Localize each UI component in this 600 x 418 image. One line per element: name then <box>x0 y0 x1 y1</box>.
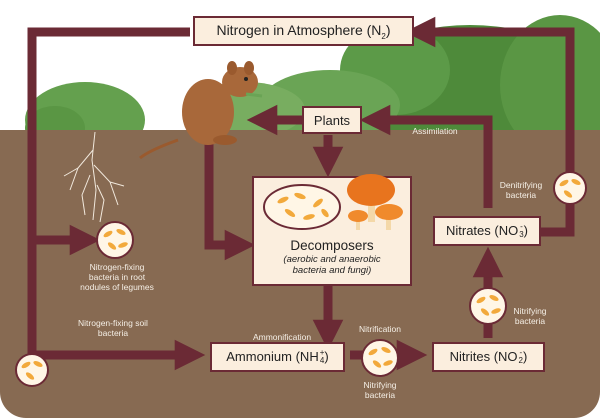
atmosphere-label: Nitrogen in Atmosphere (N <box>216 21 382 38</box>
decomposer-bacteria-cluster <box>263 184 341 230</box>
decomposer-bacteria <box>277 192 329 220</box>
ammonium-sup: + <box>319 348 325 358</box>
arrow-atmosphere-to-ammonium <box>27 27 206 371</box>
denitrifying-label: Denitrifying bacteria <box>499 180 543 200</box>
mushroom-icon <box>347 174 403 230</box>
decomposers-text: Decomposers (aerobic and anaerobic bacte… <box>258 238 406 276</box>
nitrification-label: Nitrification <box>358 324 402 334</box>
nitrites-box: Nitrites (NO -2) <box>432 342 545 372</box>
root-nodules-label: Nitrogen-fixing bacteria in root nodules… <box>80 262 154 292</box>
arrow-animal-to-decomposers <box>204 132 256 261</box>
plants-label: Plants <box>313 112 351 128</box>
nitrates-label: Nitrates (NO <box>445 222 519 238</box>
ammonium-close: ) <box>324 348 329 364</box>
nitrites-close: ) <box>523 348 528 364</box>
ammonium-label: Ammonium (NH <box>226 348 319 364</box>
atmosphere-box: Nitrogen in Atmosphere (N2) <box>193 16 414 46</box>
bacteria-nitrifying-bottom-icon <box>361 339 399 377</box>
atmosphere-sub: 2 <box>381 31 386 41</box>
legume-roots <box>63 131 125 223</box>
ammonification-label: Ammonification <box>252 332 312 342</box>
nitrites-sub: 2 <box>518 356 523 366</box>
nitrites-sup: - <box>519 348 523 358</box>
bacteria-nitrifying-right-icon <box>469 287 507 325</box>
atmosphere-close: ) <box>385 21 391 38</box>
nitrifying-right-label: Nitrifying bacteria <box>513 306 547 326</box>
arrow-assimilation <box>359 104 493 208</box>
assimilation-label: Assimilation <box>412 126 458 136</box>
bacteria-soil-icon <box>15 353 49 387</box>
ammonium-sub: 4 <box>319 356 325 366</box>
nitrates-close: ) <box>523 222 529 238</box>
nitrifying-bottom-label: Nitrifying bacteria <box>363 380 397 400</box>
plants-box: Plants <box>302 106 362 134</box>
decomposers-detail: (aerobic and anaerobic bacteria and fung… <box>283 254 381 276</box>
nitrates-box: Nitrates (NO -3) <box>433 216 541 246</box>
arrow-denitrification <box>404 16 575 237</box>
bacteria-denitrifying-icon <box>553 171 587 205</box>
ammonium-box: Ammonium (NH +4) <box>210 342 345 372</box>
nitrates-sub: 3 <box>519 230 524 240</box>
soil-bacteria-label: Nitrogen-fixing soil bacteria <box>78 318 148 338</box>
bacteria-root-nodules-icon <box>96 221 134 259</box>
animal-icon <box>139 61 263 160</box>
nitrates-sup: - <box>520 222 523 232</box>
decomposers-title: Decomposers <box>290 238 374 253</box>
nitrites-label: Nitrites (NO <box>449 348 518 364</box>
